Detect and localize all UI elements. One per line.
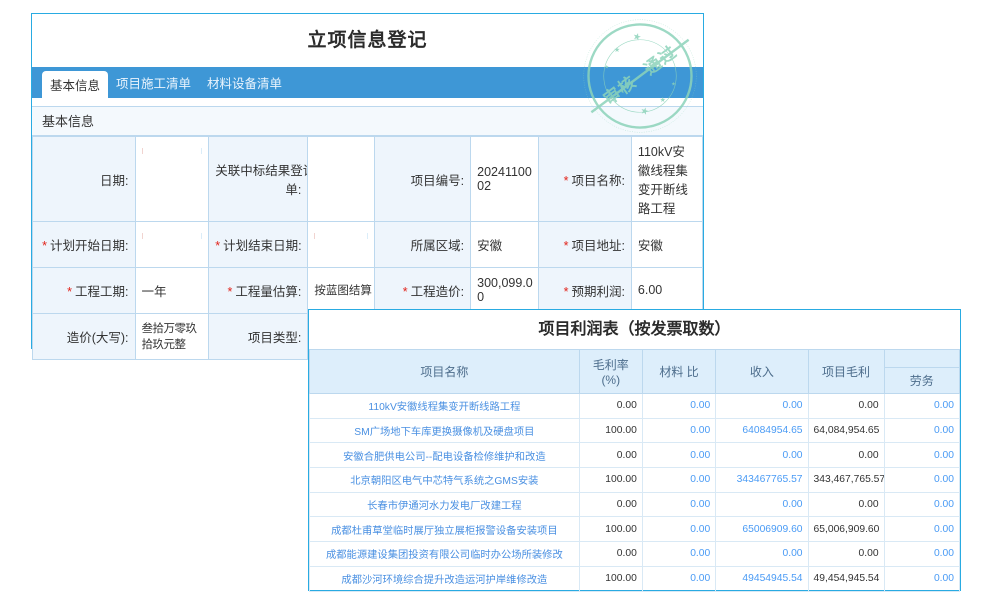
- svg-text:★: ★: [614, 46, 620, 54]
- svg-text:★: ★: [631, 31, 643, 44]
- svg-text:★: ★: [604, 64, 609, 70]
- svg-text:★: ★: [639, 105, 651, 118]
- svg-text:★: ★: [660, 96, 666, 104]
- svg-text:★: ★: [671, 82, 676, 88]
